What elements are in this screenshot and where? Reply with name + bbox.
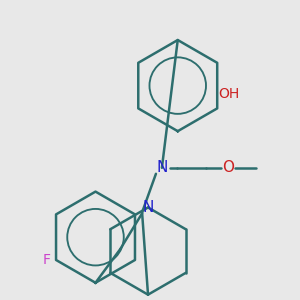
Text: O: O xyxy=(222,160,234,175)
Text: OH: OH xyxy=(219,86,240,100)
Text: N: N xyxy=(156,160,168,175)
Text: N: N xyxy=(142,200,154,215)
Text: F: F xyxy=(42,253,50,267)
